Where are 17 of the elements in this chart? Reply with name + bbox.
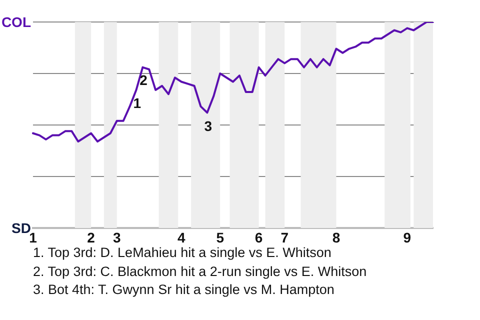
- x-tick-label: 8: [332, 229, 340, 246]
- x-tick-label: 1: [29, 229, 38, 246]
- x-tick-label: 5: [216, 229, 224, 246]
- x-tick-label: 7: [280, 229, 289, 246]
- x-tick-label: 2: [87, 229, 96, 246]
- text: 3. Bot 4th: T. Gwynn Sr hit a single vs M. Hampton: [33, 281, 336, 299]
- x-tick-label: 9: [403, 229, 412, 246]
- text: 1. Top 3rd: D. LeMahieu hit a single vs E. Whitson: [33, 244, 332, 262]
- x-tick-label: 3: [112, 229, 121, 246]
- x-tick-label: 6: [254, 229, 263, 246]
- text: 2. Top 3rd: C. Blackmon hit a 2-run single vs E. Whitson: [33, 262, 367, 281]
- text: COL: [0, 14, 31, 30]
- annotation: 2: [140, 72, 148, 88]
- annotation: 1: [133, 94, 142, 111]
- x-tick-label: 4: [177, 229, 186, 246]
- text: SD: [10, 220, 31, 236]
- annotation: 3: [204, 118, 212, 134]
